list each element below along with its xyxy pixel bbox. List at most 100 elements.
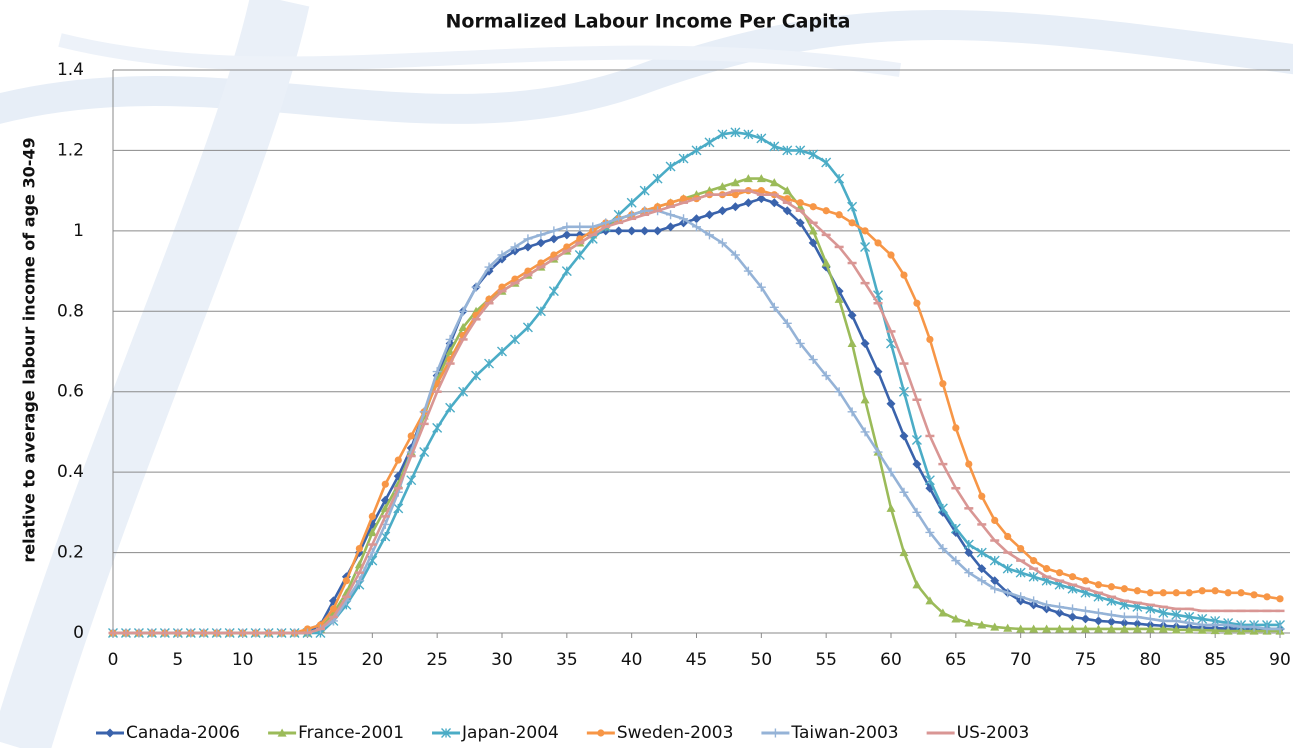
marker — [886, 467, 896, 477]
marker — [381, 480, 389, 488]
marker — [743, 174, 753, 183]
marker — [899, 548, 909, 557]
marker — [497, 250, 507, 260]
marker — [795, 218, 805, 228]
marker — [1263, 593, 1271, 601]
marker — [769, 198, 779, 208]
marker — [874, 239, 882, 247]
marker — [990, 584, 1000, 594]
series-line — [113, 189, 1280, 635]
marker — [809, 203, 817, 211]
background-swoosh — [0, 10, 1293, 125]
marker — [1120, 585, 1128, 593]
legend-marker — [441, 728, 452, 738]
legend-marker — [277, 728, 287, 737]
marker — [1158, 624, 1168, 633]
marker — [1158, 616, 1168, 626]
marker — [1017, 544, 1025, 553]
y-tick-label: 1 — [73, 221, 84, 241]
marker — [938, 544, 948, 554]
marker — [575, 222, 585, 232]
marker — [1275, 624, 1285, 634]
x-tick-label: 70 — [1010, 650, 1032, 670]
x-tick-label: 65 — [945, 650, 967, 670]
marker — [653, 226, 663, 236]
x-tick-label: 35 — [556, 650, 578, 670]
background-swoosh — [0, 0, 310, 748]
marker — [1145, 624, 1155, 633]
marker — [965, 460, 973, 468]
legend-label: Japan-2004 — [461, 723, 559, 743]
marker — [808, 238, 818, 248]
marker — [509, 334, 520, 345]
marker — [886, 399, 896, 409]
marker — [652, 173, 663, 184]
y-tick-label: 0.2 — [57, 543, 84, 563]
marker — [523, 242, 533, 252]
marker — [432, 367, 442, 377]
marker — [756, 194, 766, 204]
marker — [990, 576, 1000, 586]
marker — [769, 302, 779, 312]
marker — [976, 547, 987, 558]
marker — [484, 358, 495, 369]
marker — [1081, 577, 1090, 585]
marker — [1093, 616, 1103, 626]
marker — [847, 201, 858, 212]
marker — [1211, 587, 1219, 595]
marker — [1133, 587, 1141, 595]
marker — [1145, 614, 1155, 624]
marker — [951, 556, 961, 566]
legend-marker — [105, 728, 115, 738]
series-line — [113, 177, 1280, 635]
marker — [1119, 618, 1129, 628]
marker — [886, 503, 896, 512]
marker — [497, 346, 507, 357]
x-tick-label: 5 — [172, 650, 183, 670]
marker — [562, 230, 572, 240]
marker — [1055, 624, 1065, 633]
marker — [730, 202, 740, 212]
marker — [1159, 589, 1167, 597]
marker — [471, 282, 481, 292]
marker — [795, 338, 805, 348]
marker — [535, 306, 546, 317]
marker — [848, 219, 856, 227]
marker — [1055, 602, 1065, 612]
marker — [588, 222, 598, 232]
marker — [860, 338, 870, 348]
marker — [743, 266, 753, 276]
marker — [1003, 588, 1013, 598]
marker — [704, 230, 714, 240]
x-tick-label: 0 — [108, 650, 119, 670]
marker — [911, 434, 922, 445]
marker — [757, 187, 765, 195]
marker — [821, 157, 832, 168]
marker — [704, 210, 714, 220]
marker — [756, 133, 767, 144]
marker — [977, 576, 987, 586]
marker — [1030, 557, 1038, 565]
marker — [561, 266, 572, 277]
marker — [1107, 583, 1116, 591]
series-line — [113, 131, 1280, 635]
marker — [1055, 608, 1065, 618]
marker — [1146, 589, 1154, 597]
legend-marker — [770, 728, 780, 738]
marker — [743, 129, 754, 140]
marker — [1171, 616, 1181, 626]
marker — [1042, 624, 1052, 633]
marker — [1004, 532, 1012, 541]
marker — [1210, 620, 1220, 630]
x-tick-label: 85 — [1204, 650, 1226, 670]
marker — [536, 230, 546, 240]
marker — [898, 386, 909, 397]
marker — [484, 262, 494, 272]
marker — [860, 241, 871, 252]
marker — [834, 294, 844, 303]
marker — [666, 210, 676, 220]
marker — [950, 523, 961, 534]
marker — [394, 456, 402, 464]
legend-label: France-2001 — [298, 723, 404, 743]
marker — [756, 282, 766, 292]
